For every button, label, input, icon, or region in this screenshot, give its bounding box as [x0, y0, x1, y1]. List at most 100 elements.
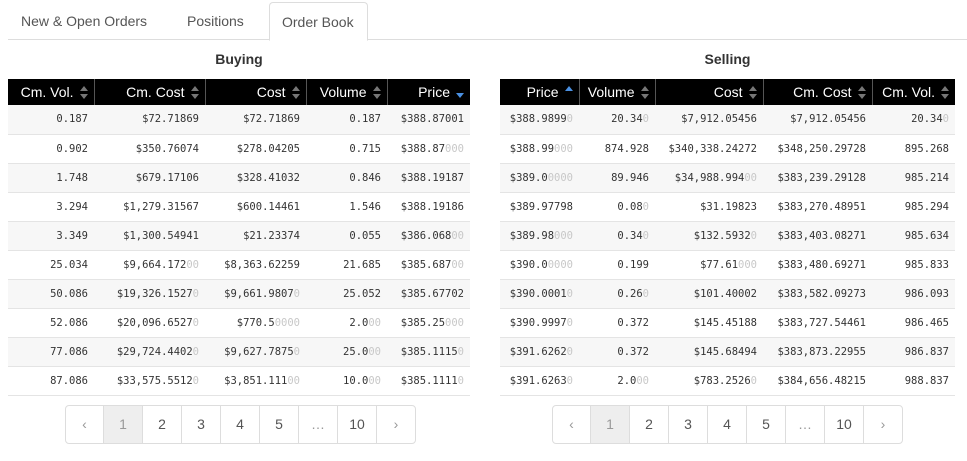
col-header-cm-cost[interactable]: Cm. Cost: [763, 79, 873, 105]
table-cell: $340,338.24272: [655, 134, 763, 164]
table-row: 25.034 $9,664.17200 $8,363.62259 21.685 $385…: [8, 250, 470, 280]
buying-title: Buying: [215, 51, 263, 67]
page-button-2[interactable]: 2: [143, 406, 182, 443]
page-button-5[interactable]: 5: [260, 406, 299, 443]
table-cell: $390.99970: [500, 308, 579, 338]
next-page-button[interactable]: ›: [393, 416, 399, 432]
table-cell: $383,873.22955: [763, 337, 872, 367]
prev-page-button[interactable]: ‹: [553, 406, 591, 443]
sort-icon: [190, 86, 199, 99]
tab-order-book[interactable]: Order Book: [269, 2, 368, 41]
next-page-button[interactable]: ›: [880, 416, 886, 432]
sort-icon: [79, 86, 88, 99]
page-button-5[interactable]: 5: [747, 406, 786, 443]
table-cell: $388.87001: [387, 105, 470, 135]
table-cell: $21.23374: [205, 221, 306, 251]
selling-title: Selling: [704, 51, 751, 67]
table-cell: 0.340: [579, 221, 655, 251]
table-cell: $20,096.65270: [94, 308, 205, 338]
table-cell: $385.11110: [387, 366, 470, 396]
table-cell: $145.68494: [655, 337, 763, 367]
page-button-1[interactable]: 1: [591, 406, 630, 443]
table-cell: 0.902: [8, 134, 94, 164]
page-button-4[interactable]: 4: [221, 406, 260, 443]
table-cell: 52.086: [8, 308, 94, 338]
col-header-volume[interactable]: Volume: [579, 79, 656, 105]
table-cell: 0.080: [579, 192, 655, 222]
table-row: $390.00010 0.260 $101.40002 $383,582.09273 9…: [500, 279, 955, 309]
table-row: $391.62630 2.000 $783.25260 $384,656.48215 9…: [500, 366, 955, 396]
table-cell: $388.19187: [387, 163, 470, 193]
sort-icon: [857, 86, 866, 99]
table-cell: 985.294: [872, 192, 955, 222]
table-cell: 986.093: [872, 279, 955, 309]
table-cell: $600.14461: [205, 192, 306, 222]
col-header-cm-vol[interactable]: Cm. Vol.: [872, 79, 955, 105]
col-header-price[interactable]: Price: [500, 79, 580, 105]
table-row: $389.98000 0.340 $132.59320 $383,403.08271 9…: [500, 221, 955, 251]
table-cell: 986.837: [872, 337, 955, 367]
table-cell: $72.71869: [205, 105, 306, 135]
page-button-2[interactable]: 2: [630, 406, 669, 443]
col-header-volume[interactable]: Volume: [306, 79, 388, 105]
page-button-3[interactable]: 3: [182, 406, 221, 443]
table-cell: $3,851.11100: [205, 366, 306, 396]
table-cell: 0.055: [306, 221, 387, 251]
tab-bar: New & Open Orders Positions Order Book: [8, 2, 967, 41]
col-header-cm-cost[interactable]: Cm. Cost: [94, 79, 206, 105]
table-cell: $391.62630: [500, 366, 579, 396]
table-cell: $101.40002: [655, 279, 763, 309]
table-cell: 874.928: [579, 134, 655, 164]
page-button-10[interactable]: 10: [338, 406, 377, 443]
table-row: $389.97798 0.080 $31.19823 $383,270.48951 98…: [500, 192, 955, 222]
sort-icon: [372, 86, 381, 99]
page-ellipsis: …: [299, 406, 338, 443]
table-row: $388.99000 874.928 $340,338.24272 $348,250.…: [500, 134, 955, 164]
table-cell: 89.946: [579, 163, 655, 193]
table-row: 0.902 $350.76074 $278.04205 0.715 $388.87000: [8, 134, 470, 164]
table-cell: $7,912.05456: [763, 105, 872, 135]
col-header-cm-vol[interactable]: Cm. Vol.: [8, 79, 95, 105]
table-cell: $388.99000: [500, 134, 579, 164]
table-cell: $348,250.29728: [763, 134, 872, 164]
table-cell: 3.294: [8, 192, 94, 222]
table-row: $390.99970 0.372 $145.45188 $383,727.54461 9…: [500, 308, 955, 338]
page-button-4[interactable]: 4: [708, 406, 747, 443]
table-row: 50.086 $19,326.15270 $9,661.98070 25.052 $38…: [8, 279, 470, 309]
table-row: $388.98990 20.340 $7,912.05456 $7,912.05456…: [500, 105, 955, 135]
selling-table: Price Volume Cost Cm. Cost Cm. Vol. $388…: [500, 79, 955, 396]
selling-panel: Selling Price Volume Cost Cm. Cost Cm. V…: [500, 48, 955, 396]
table-cell: $383,239.29128: [763, 163, 872, 193]
buying-pagination: ‹ 1 2 3 4 5 … 10 ›: [65, 405, 416, 444]
tab-positions[interactable]: Positions: [187, 13, 244, 29]
table-cell: 1.546: [306, 192, 387, 222]
table-cell: $132.59320: [655, 221, 763, 251]
table-cell: 25.034: [8, 250, 94, 280]
buying-table: Cm. Vol. Cm. Cost Cost Volume Price 0.18…: [8, 79, 470, 396]
page-button-10[interactable]: 10: [825, 406, 864, 443]
col-header-cost[interactable]: Cost: [205, 79, 307, 105]
table-cell: $770.50000: [205, 308, 306, 338]
table-row: $390.00000 0.199 $77.61000 $383,480.69271 98…: [500, 250, 955, 280]
table-cell: 1.748: [8, 163, 94, 193]
table-cell: $384,656.48215: [763, 366, 872, 396]
table-cell: $385.25000: [387, 308, 470, 338]
table-cell: 985.634: [872, 221, 955, 251]
table-cell: $8,363.62259: [205, 250, 306, 280]
page-button-3[interactable]: 3: [669, 406, 708, 443]
sort-asc-icon: [564, 86, 573, 99]
table-cell: $679.17106: [94, 163, 205, 193]
sort-icon: [640, 86, 649, 99]
page-button-1[interactable]: 1: [104, 406, 143, 443]
table-cell: $783.25260: [655, 366, 763, 396]
table-cell: $389.97798: [500, 192, 579, 222]
table-cell: 0.187: [8, 105, 94, 135]
prev-page-button[interactable]: ‹: [66, 406, 104, 443]
table-cell: $33,575.55120: [94, 366, 205, 396]
table-cell: 87.086: [8, 366, 94, 396]
col-header-cost[interactable]: Cost: [655, 79, 764, 105]
table-cell: $72.71869: [94, 105, 205, 135]
tab-new-open-orders[interactable]: New & Open Orders: [21, 13, 148, 29]
table-cell: 10.000: [306, 366, 387, 396]
col-header-price[interactable]: Price: [387, 79, 470, 105]
